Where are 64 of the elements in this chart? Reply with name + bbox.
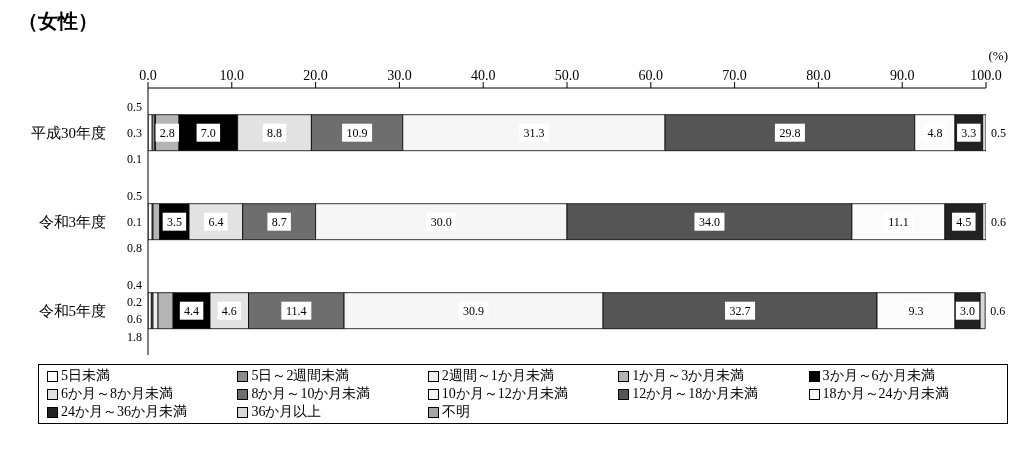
- data-label: 4.8: [927, 125, 943, 140]
- data-label: 8.8: [267, 125, 283, 140]
- y-tick-label: 令和3年度: [38, 213, 106, 230]
- legend-label: 10か月～12か月未満: [440, 385, 569, 403]
- data-label: 4.5: [956, 214, 972, 229]
- data-label: 11.1: [888, 214, 909, 229]
- data-label: 4.6: [221, 303, 237, 318]
- legend-label: 2週間～1か月未満: [440, 367, 555, 385]
- data-label: 29.8: [779, 125, 801, 140]
- legend-label: 24か月～36か月未満: [60, 403, 188, 421]
- data-label: 30.0: [430, 214, 452, 229]
- legend-label: 18か月～24か月未満: [821, 385, 950, 403]
- data-label: 0.3: [127, 125, 142, 140]
- text: (%): [988, 48, 1008, 64]
- x-tick-label: 70.0: [722, 68, 747, 83]
- data-label: 31.3: [523, 125, 545, 140]
- x-tick-label: 40.0: [470, 68, 496, 83]
- data-label: 0.1: [127, 214, 142, 229]
- data-label: 0.6: [990, 303, 1006, 318]
- data-label: 0.1: [127, 151, 142, 166]
- data-label: 3.5: [166, 214, 182, 229]
- data-label: 0.5: [127, 188, 142, 203]
- data-label: 3.3: [961, 125, 977, 140]
- data-label: 34.0: [698, 214, 720, 229]
- legend-label: 36か月以上: [250, 403, 323, 421]
- legend-label: 1か月～3か月未満: [631, 367, 746, 385]
- data-label: 0.2: [127, 295, 142, 310]
- data-label: 0.6: [991, 214, 1006, 229]
- data-label: 32.7: [729, 303, 751, 318]
- data-label: 11.4: [286, 303, 307, 318]
- x-tick-label: 20.0: [303, 68, 328, 83]
- data-label: 30.9: [463, 303, 485, 318]
- legend-label: 6か月～8か月未満: [60, 385, 174, 403]
- data-label: 2.8: [159, 125, 175, 140]
- x-tick-label: 60.0: [638, 68, 664, 83]
- data-label: 9.3: [908, 303, 924, 318]
- data-label: 0.6: [127, 312, 142, 327]
- data-label: 0.8: [127, 240, 142, 255]
- y-tick-label: 平成30年度: [31, 124, 106, 141]
- data-label: 8.7: [271, 214, 287, 229]
- legend-label: 不明: [440, 403, 471, 421]
- x-tick-label: 80.0: [806, 68, 831, 83]
- legend-label: 12か月～18か月未満: [631, 385, 760, 403]
- data-label: 10.9: [346, 125, 368, 140]
- data-label: 0.5: [127, 99, 142, 114]
- x-tick-label: 50.0: [554, 68, 580, 83]
- legend-label: 5日未満: [60, 367, 111, 385]
- chart-title: （女性）: [17, 9, 99, 34]
- legend-label: 3か月～6か月未満: [821, 367, 936, 385]
- x-tick-label: 0.0: [139, 68, 157, 83]
- data-label: 3.0: [960, 303, 976, 318]
- x-tick-label: 100.0: [970, 68, 1002, 83]
- x-tick-label: 10.0: [219, 68, 245, 83]
- legend-label: 5日～2週間未満: [250, 367, 351, 385]
- data-label: 1.8: [127, 329, 142, 344]
- x-tick-label: 90.0: [889, 68, 915, 83]
- data-label: 4.4: [184, 303, 200, 318]
- data-label: 6.4: [208, 214, 224, 229]
- x-tick-label: 30.0: [387, 68, 412, 83]
- y-tick-label: 令和5年度: [38, 302, 106, 319]
- legend-label: 8か月～10か月未満: [250, 385, 372, 403]
- data-label: 0.4: [127, 277, 142, 292]
- data-label: 0.5: [991, 125, 1006, 140]
- data-label: 7.0: [200, 125, 216, 140]
